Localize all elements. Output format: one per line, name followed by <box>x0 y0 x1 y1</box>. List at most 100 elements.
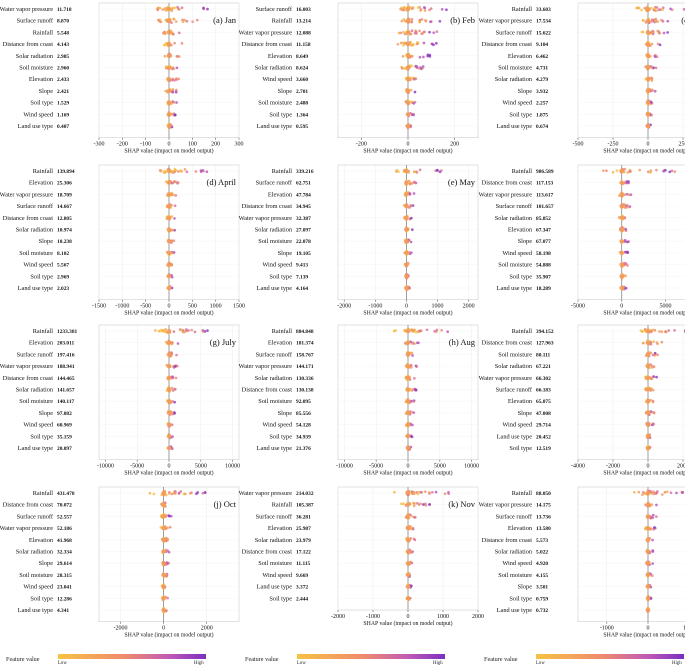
shap-point <box>157 329 161 333</box>
feature-label: Distance from coast <box>3 215 54 222</box>
feature-label: Water vapor pressure <box>479 502 533 509</box>
x-axis-label: SHAP value (impact on model output) <box>603 310 685 317</box>
shap-point <box>653 526 656 529</box>
shap-point <box>651 399 655 403</box>
shap-point <box>673 329 676 332</box>
shap-point <box>650 42 654 46</box>
shap-point <box>399 41 403 45</box>
shap-point <box>176 170 180 173</box>
shap-point <box>417 490 420 494</box>
shap-point <box>165 561 169 564</box>
shap-point <box>413 180 416 184</box>
shap-point-cluster <box>166 239 172 244</box>
shap-point <box>435 30 439 33</box>
tick-label: 2000 <box>472 614 484 620</box>
legend-high: High <box>672 661 682 666</box>
shap-point <box>637 6 641 10</box>
shap-point <box>446 330 450 334</box>
importance-value: 33.603 <box>536 7 551 13</box>
shap-point-cluster <box>619 192 625 197</box>
feature-label: Soil type <box>509 111 532 118</box>
feature-label: Rainfall <box>33 328 54 335</box>
shap-point <box>175 101 178 104</box>
shap-point <box>649 342 653 346</box>
importance-value: 47.008 <box>536 411 551 417</box>
shap-point <box>171 435 174 439</box>
legend-low: Low <box>58 661 67 666</box>
shap-point-cluster <box>166 285 172 291</box>
importance-value: 3.372 <box>296 585 308 591</box>
shap-point <box>402 5 406 9</box>
importance-value: 52.557 <box>57 514 72 520</box>
shap-point <box>423 490 427 494</box>
shap-point <box>651 562 655 565</box>
feature-label: Rainfall <box>272 328 293 335</box>
importance-value: 18.289 <box>536 286 551 292</box>
shap-point <box>627 193 631 197</box>
shap-point <box>177 31 181 35</box>
shap-point <box>180 6 184 10</box>
shap-point <box>165 536 168 540</box>
shap-point <box>640 8 643 12</box>
shap-point <box>400 19 404 23</box>
importance-value: 117.153 <box>536 181 554 187</box>
feature-label: Soil type <box>269 595 292 602</box>
importance-value: 65.075 <box>536 399 551 405</box>
importance-value: 8.870 <box>57 19 69 25</box>
feature-label: Surface runoff <box>256 351 293 358</box>
importance-value: 14.667 <box>57 204 72 210</box>
shap-point <box>171 389 175 392</box>
importance-value: 9.104 <box>536 42 548 48</box>
shap-point <box>190 328 193 332</box>
feature-label: Soil moisture <box>498 351 532 358</box>
feature-label: Solar radiation <box>16 53 54 60</box>
shap-point <box>171 88 175 91</box>
importance-value: 12.805 <box>57 216 72 222</box>
shap-point-cluster <box>619 274 625 279</box>
shap-point-cluster <box>645 490 651 496</box>
feature-label: Slope <box>39 238 54 245</box>
shap-point <box>167 490 171 494</box>
tick-label: -1000 <box>366 614 380 620</box>
importance-value: 8.649 <box>296 54 308 60</box>
shap-point <box>422 503 425 506</box>
feature-label: Soil moisture <box>19 398 53 405</box>
panel-label: (h) Aug <box>449 337 476 347</box>
shap-point <box>655 341 659 344</box>
importance-value: 85.852 <box>536 216 551 222</box>
tick-label: 1500 <box>233 304 245 310</box>
shap-point <box>412 504 416 508</box>
shap-point <box>410 17 414 21</box>
feature-label: Solar radiation <box>495 76 533 83</box>
feature-label: Distance from coast <box>3 375 54 382</box>
importance-value: 140.117 <box>57 399 75 405</box>
shap-point <box>655 168 658 172</box>
tick-label: 0 <box>647 464 650 470</box>
shap-point-cluster <box>405 502 411 507</box>
shap-point <box>424 19 427 22</box>
tick-label: -2000 <box>337 304 351 310</box>
shap-point <box>401 54 405 58</box>
shap-point-cluster <box>405 537 411 542</box>
shap-point <box>652 422 655 426</box>
feature-label: Slope <box>39 88 54 95</box>
shap-point <box>172 17 175 21</box>
feature-label: Slope <box>518 410 533 417</box>
shap-point <box>159 169 163 172</box>
importance-value: 394.152 <box>536 329 554 335</box>
shap-point <box>675 491 678 495</box>
feature-label: Slope <box>518 88 533 95</box>
shap-point <box>668 170 672 174</box>
importance-value: 130.138 <box>296 388 314 394</box>
shap-point <box>615 169 619 173</box>
feature-label: Solar radiation <box>16 227 54 234</box>
shap-point <box>418 329 422 333</box>
tick-label: 200 <box>450 142 459 148</box>
importance-value: 4.920 <box>536 561 548 567</box>
shap-point <box>177 491 181 495</box>
shap-point <box>655 503 658 507</box>
feature-label: Surface runoff <box>17 18 54 25</box>
